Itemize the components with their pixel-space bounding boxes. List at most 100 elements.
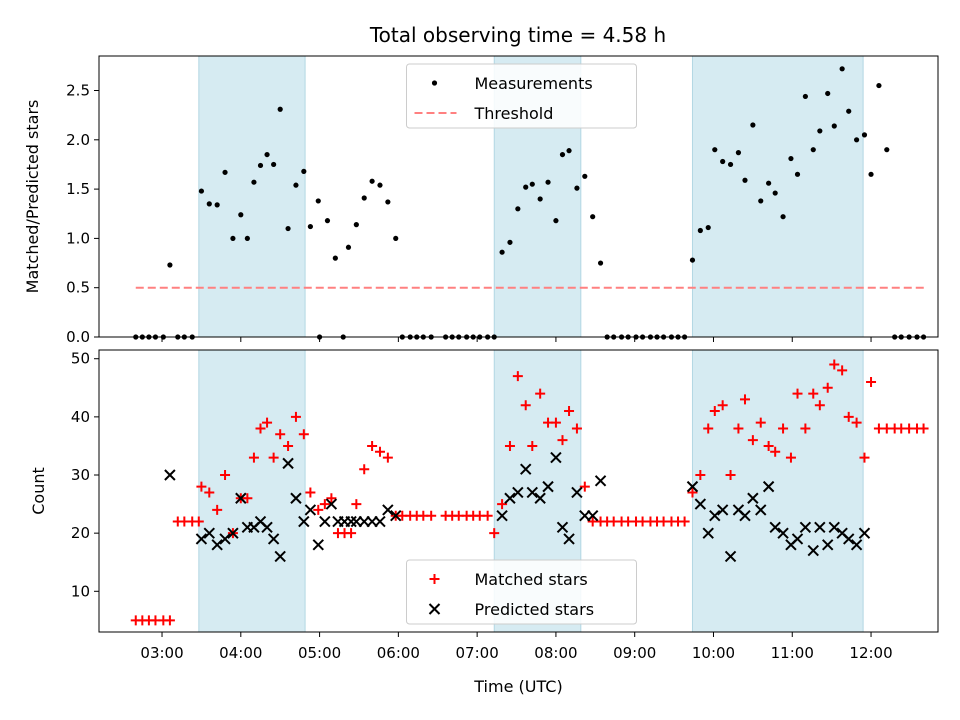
measurement-point	[802, 93, 808, 100]
predicted-star-point	[542, 480, 554, 493]
predicted-star-point	[550, 451, 562, 464]
matched-star-point	[822, 382, 833, 393]
matched-star-point	[739, 394, 750, 405]
matched-star-point	[313, 504, 324, 515]
matched-star-point	[504, 440, 515, 451]
x-tick-label: 03:00	[140, 644, 183, 662]
measurement-point	[884, 147, 890, 153]
matched-star-point	[747, 435, 758, 446]
y-tick-label: 20	[71, 524, 90, 542]
legend-label: Matched stars	[475, 570, 588, 589]
matched-star-point	[326, 493, 337, 504]
measurement-point	[271, 161, 277, 168]
measurement-point	[167, 262, 173, 268]
matched-star-point	[527, 440, 538, 451]
top-y-axis-label: Matched/Predicted stars	[23, 100, 42, 294]
predicted-star-point	[799, 521, 812, 534]
measurement-point	[766, 180, 772, 186]
y-tick-label: 2.5	[66, 82, 90, 100]
legend-measurement-swatch	[431, 80, 438, 86]
measurement-point	[839, 66, 845, 72]
predicted-star-point	[739, 510, 751, 522]
measurement-point	[553, 218, 559, 224]
measurement-point	[257, 162, 264, 169]
measurement-point	[529, 181, 535, 187]
predicted-star-point	[304, 504, 317, 516]
matched-star-point	[359, 464, 370, 475]
matched-star-point	[579, 481, 590, 492]
measurement-point	[574, 185, 580, 191]
measurement-point	[697, 227, 703, 234]
predicted-star-point	[504, 492, 516, 504]
matched-star-point	[679, 516, 690, 527]
matched-star-point	[770, 446, 781, 457]
matched-star-point	[262, 417, 273, 428]
matched-star-point	[346, 528, 357, 539]
matched-star-point	[482, 510, 493, 521]
measurement-point	[597, 260, 604, 266]
matched-star-point	[248, 452, 259, 463]
bottom-legend: Matched stars Predicted stars	[406, 559, 637, 625]
y-tick-label: 0.0	[66, 328, 90, 346]
matched-star-point	[242, 493, 253, 504]
matched-star-point	[268, 452, 279, 463]
top-legend: Measurements Threshold	[406, 63, 637, 129]
predicted-star-point	[694, 498, 707, 510]
x-tick-label: 04:00	[219, 644, 262, 662]
measurement-point	[559, 151, 566, 158]
matched-star-point	[220, 470, 231, 481]
matched-star-point	[717, 400, 728, 411]
y-tick-label: 50	[71, 350, 90, 368]
x-tick-label: 11:00	[771, 644, 814, 662]
bottom-shaded-intervals	[198, 349, 864, 633]
x-tick-label: 05:00	[298, 644, 341, 662]
matched-star-point	[763, 440, 774, 451]
shaded-interval	[198, 349, 306, 633]
predicted-star-point	[858, 527, 871, 539]
predicted-star-point	[219, 533, 231, 545]
matched-star-point	[792, 388, 803, 399]
measurement-point	[332, 255, 338, 261]
bottom-y-axis-label: Count	[29, 467, 48, 515]
matched-star-point	[800, 423, 811, 434]
measurement-point	[582, 173, 588, 179]
measurement-point	[861, 132, 868, 138]
measurement-point	[277, 106, 283, 112]
bottom-data-marks	[130, 359, 929, 626]
matched-star-point	[196, 481, 207, 492]
predicted-star-point	[563, 533, 575, 545]
matched-star-point	[709, 406, 720, 417]
measurement-point	[361, 195, 367, 201]
predicted-star-point	[520, 463, 532, 475]
matched-star-point	[275, 429, 286, 440]
measurement-point	[705, 224, 711, 231]
measurement-point	[214, 202, 220, 208]
measurement-point	[251, 179, 257, 185]
measurement-point	[735, 150, 742, 156]
matched-star-point	[725, 470, 736, 481]
y-tick-label: 40	[71, 408, 90, 426]
measurement-point	[831, 123, 837, 129]
y-tick-label: 1.0	[66, 229, 90, 247]
legend-matched-swatch	[429, 574, 440, 584]
predicted-star-point	[814, 521, 826, 534]
measurement-point	[285, 225, 291, 232]
measurement-point	[206, 201, 212, 207]
x-axis-label: Time (UTC)	[473, 677, 562, 696]
predicted-star-point	[686, 480, 699, 493]
measurement-point	[545, 179, 551, 185]
measurement-point	[377, 182, 383, 188]
matched-star-point	[550, 417, 561, 428]
matched-star-point	[808, 388, 819, 399]
predicted-star-point	[850, 539, 863, 551]
matched-star-point	[755, 417, 766, 428]
measurement-point	[868, 171, 874, 177]
predicted-star-point	[556, 521, 569, 534]
predicted-star-point	[534, 492, 546, 504]
predicted-star-point	[282, 457, 294, 470]
measurement-point	[758, 198, 764, 204]
predicted-star-point	[235, 492, 247, 504]
y-tick-label: 0.5	[66, 279, 90, 297]
predicted-star-point	[791, 533, 804, 545]
